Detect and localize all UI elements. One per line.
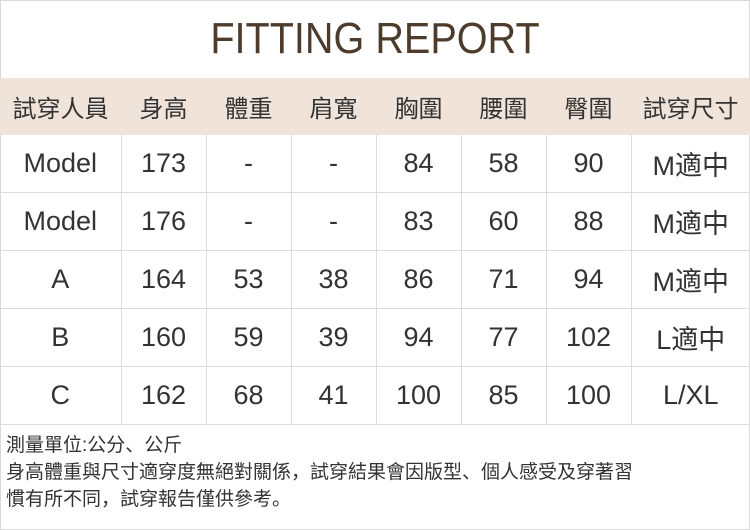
table-row: C 162 68 41 100 85 100 L/XL — [0, 366, 750, 425]
header-tester: 試穿人員 — [0, 78, 121, 135]
table-cell: 53 — [206, 250, 292, 309]
page-title: FITTING REPORT — [210, 14, 540, 63]
header-height: 身高 — [121, 78, 206, 135]
table-cell: 173 — [121, 135, 207, 193]
table-cell: B — [0, 308, 122, 367]
table-cell: 39 — [291, 308, 377, 367]
header-size: 試穿尺寸 — [631, 78, 750, 135]
table-cell: 68 — [206, 366, 292, 425]
table-cell: 176 — [121, 192, 207, 251]
table-cell: 71 — [461, 250, 547, 309]
header-waist: 腰圍 — [461, 78, 546, 135]
table-cell: A — [0, 250, 122, 309]
table-cell: 90 — [546, 135, 632, 193]
table-cell: 60 — [461, 192, 547, 251]
table-cell: 102 — [546, 308, 632, 367]
header-row: 試穿人員 身高 體重 肩寬 胸圍 腰圍 臀圍 試穿尺寸 — [0, 78, 750, 135]
table-cell: 160 — [121, 308, 207, 367]
fitting-table: 試穿人員 身高 體重 肩寬 胸圍 腰圍 臀圍 試穿尺寸 Model 173- -84… — [0, 78, 750, 425]
note-disclaimer-1: 身高體重與尺寸適穿度無絕對關係，試穿結果會因版型、個人感受及穿著習 — [6, 462, 634, 483]
table-cell: - — [291, 135, 377, 193]
note-disclaimer-2: 慣有所不同，試穿報告僅供參考。 — [6, 489, 292, 510]
table-cell: 77 — [461, 308, 547, 367]
table-row: Model 173- -84 58 90 M適中 — [0, 135, 750, 193]
table-cell: 88 — [546, 192, 632, 251]
table-cell: L/XL — [631, 366, 750, 425]
table-cell: 100 — [546, 366, 632, 425]
table-cell: M適中 — [631, 192, 750, 251]
table-cell: 164 — [121, 250, 207, 309]
table-row: Model 176- -83 60 88 M適中 — [0, 192, 750, 251]
table-cell: 83 — [376, 192, 462, 251]
table-cell: 38 — [291, 250, 377, 309]
table-cell: Model — [0, 192, 122, 251]
header-chest: 胸圍 — [376, 78, 461, 135]
table-cell: M適中 — [631, 135, 750, 193]
table-cell: L適中 — [631, 308, 750, 367]
header-hip: 臀圍 — [546, 78, 631, 135]
table-cell: - — [206, 192, 292, 251]
table-cell: 162 — [121, 366, 207, 425]
table-cell: 41 — [291, 366, 377, 425]
header-shoulder: 肩寬 — [291, 78, 376, 135]
table-cell: 94 — [376, 308, 462, 367]
table-cell: 58 — [461, 135, 547, 193]
table-cell: 86 — [376, 250, 462, 309]
header-weight: 體重 — [206, 78, 291, 135]
table-cell: 59 — [206, 308, 292, 367]
table-cell: 94 — [546, 250, 632, 309]
table-row: A 164 53 38 86 71 94 M適中 — [0, 250, 750, 309]
table-cell: - — [206, 135, 292, 193]
table-cell: 100 — [376, 366, 462, 425]
table-cell: 85 — [461, 366, 547, 425]
table-row: B 160 59 39 94 77 102 L適中 — [0, 308, 750, 367]
notes: 測量單位:公分、公斤 身高體重與尺寸適穿度無絕對關係，試穿結果會因版型、個人感受… — [6, 432, 633, 513]
table-cell: M適中 — [631, 250, 750, 309]
table-cell: - — [291, 192, 377, 251]
table-cell: C — [0, 366, 122, 425]
table-cell: Model — [0, 135, 122, 193]
table-cell: 84 — [376, 135, 462, 193]
note-unit: 測量單位:公分、公斤 — [6, 435, 183, 456]
